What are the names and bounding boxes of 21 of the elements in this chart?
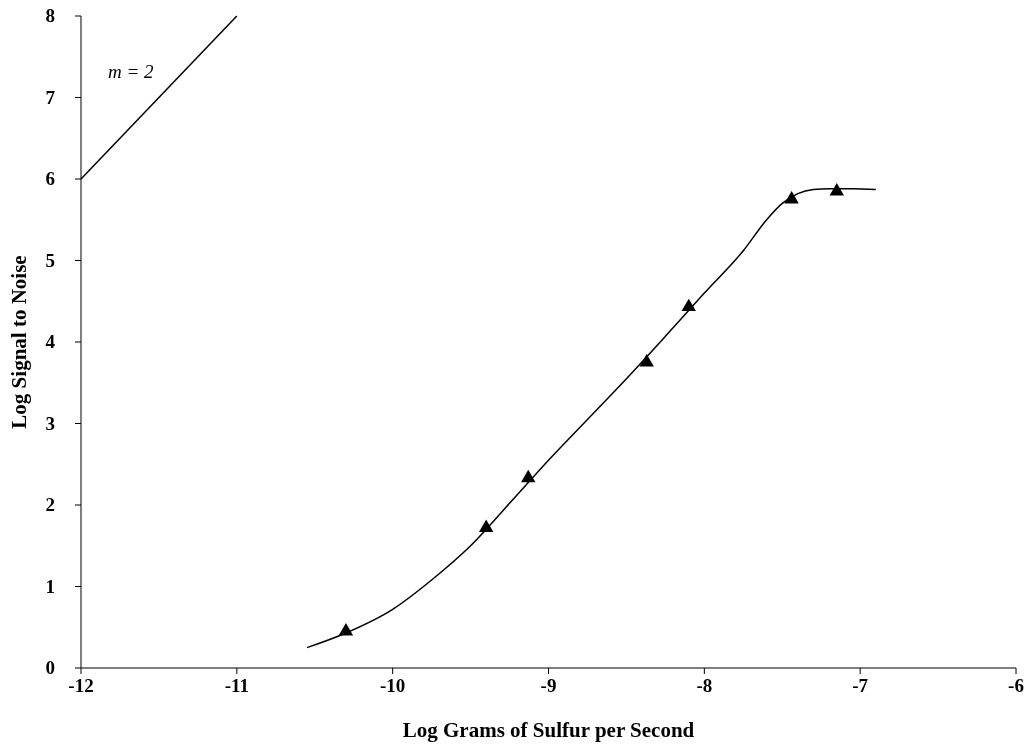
x-tick-label: -10 xyxy=(380,675,406,696)
y-axis-title: Log Signal to Noise xyxy=(7,255,31,429)
y-tick-label: 1 xyxy=(45,575,55,597)
point xyxy=(639,354,654,367)
annotation: m = 2 xyxy=(108,61,155,82)
y-tick-label: 4 xyxy=(45,331,56,352)
y-tick-label: 8 xyxy=(45,5,55,26)
x-tick-label: -11 xyxy=(224,675,249,696)
y-tick-label: 5 xyxy=(45,249,55,271)
x-axis-title: Log Grams of Sulfur per Second xyxy=(402,718,695,742)
x-tick-label: -7 xyxy=(852,675,869,696)
y-tick-label: 2 xyxy=(45,494,55,515)
y-tick-label: 3 xyxy=(45,412,55,434)
y-tick-label: 7 xyxy=(45,86,56,108)
x-tick-label: -12 xyxy=(68,675,94,696)
point xyxy=(784,191,799,204)
x-tick-label: -8 xyxy=(696,675,713,696)
y-tick-label: 6 xyxy=(45,168,55,189)
x-tick-label: -9 xyxy=(540,675,557,696)
y-tick-label: 0 xyxy=(45,657,55,678)
x-tick-label: -6 xyxy=(1008,675,1024,696)
